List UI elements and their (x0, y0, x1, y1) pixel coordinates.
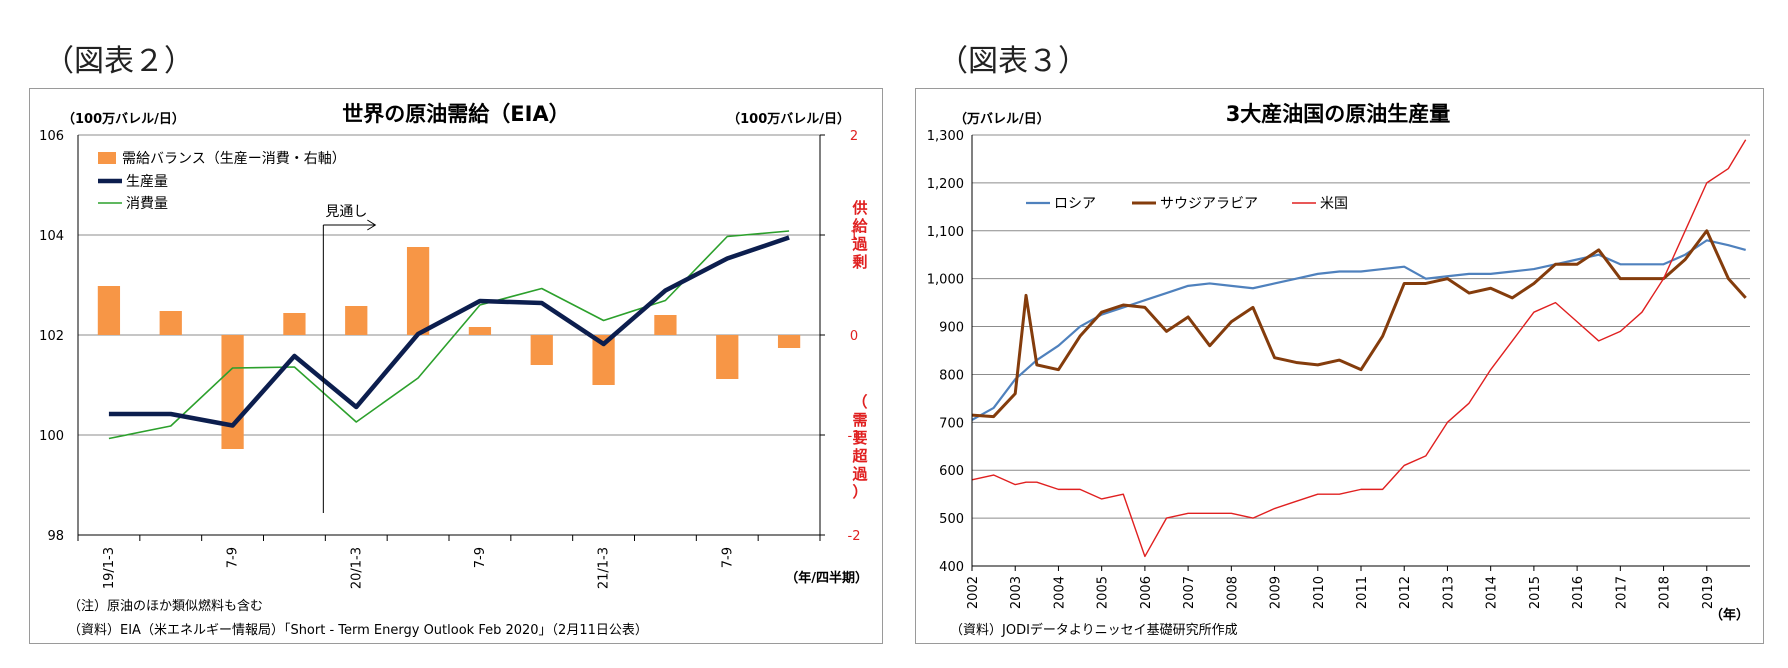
right-axis-note-deficit: 需 (852, 411, 867, 429)
forecast-arrowhead (367, 219, 377, 231)
x-tick-label: 7-9 (720, 547, 735, 568)
x-tick-label: 21/1-3 (597, 547, 612, 589)
y-tick-label: 400 (939, 560, 964, 575)
right-axis-note-deficit: 要 (852, 429, 867, 447)
right-axis-note-deficit: （ (852, 393, 867, 411)
y-tick-right: -2 (848, 529, 861, 544)
x-tick-label: 2016 (1571, 576, 1586, 609)
x-tick-label: 2005 (1096, 576, 1111, 609)
bar-balance (592, 335, 615, 385)
bar-balance (97, 286, 121, 335)
chart-source: （資料）EIA（米エネルギー情報局）「Short - Term Energy O… (68, 623, 648, 638)
bar-balance (406, 247, 430, 335)
legend-swatch-balance (98, 152, 116, 164)
bar-balance (345, 306, 368, 335)
chart-title: 3大産油国の原油生産量 (1226, 102, 1451, 126)
y-tick-right: -1 (848, 429, 861, 444)
y-tick-left: 106 (39, 129, 64, 144)
y-axis-label-left: （100万バレル/日） (62, 111, 185, 127)
x-tick-label: 19/1-3 (102, 547, 117, 589)
y-tick-label: 600 (939, 464, 964, 479)
y-tick-label: 500 (939, 512, 964, 527)
chart-title: 世界の原油需給（EIA） (342, 102, 569, 126)
x-tick-label: 2007 (1182, 576, 1197, 609)
x-tick-label: 2013 (1441, 576, 1456, 609)
forecast-label: 見通し (325, 204, 367, 220)
x-axis-label: （年） (1710, 607, 1749, 623)
right-axis-note-surplus: 過 (851, 235, 868, 253)
bar-balance (221, 335, 244, 449)
right-axis-note-deficit: ） (852, 483, 867, 501)
y-tick-left: 100 (39, 429, 64, 444)
x-tick-label: 2019 (1701, 576, 1716, 609)
figure-2-label: （図表２） (44, 44, 194, 79)
x-tick-label: 2014 (1485, 576, 1500, 609)
bar-balance (716, 335, 739, 379)
bar-balance (777, 335, 801, 348)
x-tick-label: 2011 (1355, 576, 1370, 609)
right-axis-note-surplus: 給 (852, 217, 868, 235)
forecast-marker: 見通し (322, 204, 377, 513)
figure-3-label: （図表３） (938, 44, 1088, 79)
chart-world-oil-balance: 世界の原油需給（EIA） （100万バレル/日） （100万バレル/日） 98 1… (39, 102, 868, 638)
y-tick-label: 1,200 (927, 177, 964, 192)
legend-label-saudi: サウジアラビア (1160, 196, 1258, 212)
y-tick-right: 2 (850, 129, 858, 144)
x-tick-label: 2017 (1614, 576, 1629, 609)
x-tick-label: 7-9 (473, 547, 488, 568)
y-tick-right: 1 (850, 229, 858, 244)
legend: ロシア サウジアラビア 米国 (1026, 196, 1348, 212)
x-tick-label: 2009 (1269, 576, 1284, 609)
bar-balance (159, 311, 182, 335)
legend-label-russia: ロシア (1054, 196, 1096, 212)
x-tick-label: 2008 (1225, 576, 1240, 609)
legend-label-usa: 米国 (1320, 196, 1348, 212)
x-tick-label: 2004 (1052, 576, 1067, 609)
series-line-consumption (108, 230, 790, 440)
x-axis-label: （年/四半期） (785, 570, 868, 586)
right-axis-note-deficit: 超 (851, 447, 868, 465)
bar-balance (468, 327, 492, 335)
right-axis-note-surplus: 剰 (851, 253, 867, 271)
x-tick-label: 7-9 (226, 547, 241, 568)
x-tick-label: 2015 (1528, 576, 1543, 609)
legend-label-production: 生産量 (126, 174, 168, 190)
x-tick-label: 2003 (1009, 576, 1024, 609)
y-tick-label: 1,300 (927, 129, 964, 144)
chart-oil-producers: 3大産油国の原油生産量 （万バレル/日） 400 500 600 700 800 900 1… (927, 102, 1750, 638)
bar-balance (530, 335, 553, 365)
y-axis-label: （万バレル/日） (954, 111, 1050, 127)
x-tick-label: 20/1-3 (349, 547, 364, 589)
y-tick-left: 104 (39, 229, 64, 244)
y-tick-left: 98 (47, 529, 64, 544)
y-tick-label: 800 (939, 368, 964, 383)
series-line-saudi (971, 229, 1747, 419)
x-tick-label: 2018 (1658, 576, 1673, 609)
y-tick-label: 700 (939, 416, 964, 431)
bar-balance (283, 313, 306, 335)
right-axis-note-surplus: 供 (851, 199, 867, 217)
legend-label-balance: 需給バランス（生産ー消費・右軸） (122, 151, 346, 167)
bar-balance (654, 315, 677, 335)
x-tick-label: 2006 (1139, 576, 1154, 609)
legend-label-consumption: 消費量 (126, 196, 168, 212)
chart-panel-right: 3大産油国の原油生産量 （万バレル/日） 400 500 600 700 800 900 1… (915, 88, 1764, 644)
chart-source: （資料）JODIデータよりニッセイ基礎研究所作成 (950, 622, 1238, 638)
x-tick-label: 2002 (966, 576, 981, 609)
y-tick-label: 900 (939, 321, 964, 336)
series-line-usa (971, 139, 1747, 558)
x-tick-label: 2010 (1312, 576, 1327, 609)
chart-note: （注）原油のほか類似燃料も含む (68, 598, 263, 614)
y-tick-right: 0 (850, 329, 858, 344)
y-axis-label-right: （100万バレル/日） (727, 111, 850, 127)
y-tick-label: 1,100 (927, 225, 964, 240)
series-line-production (108, 235, 790, 428)
series-line-russia (971, 239, 1746, 421)
y-tick-label: 1,000 (927, 273, 964, 288)
right-axis-note-deficit: 過 (851, 465, 868, 483)
chart-panel-left: 世界の原油需給（EIA） （100万バレル/日） （100万バレル/日） 98 1… (29, 88, 883, 644)
y-tick-left: 102 (39, 329, 64, 344)
x-tick-label: 2012 (1398, 576, 1413, 609)
